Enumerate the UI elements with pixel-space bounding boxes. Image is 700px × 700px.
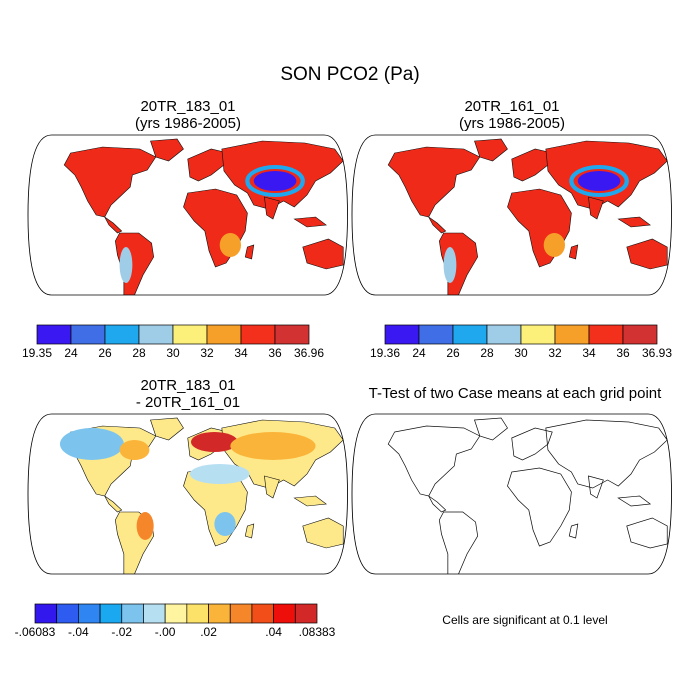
panel4-map (351, 413, 672, 575)
colorbar2-tick-label: 34 (582, 346, 596, 360)
colorbar1-tick-label: 36 (268, 346, 282, 360)
colorbar2-swatch (588, 324, 624, 345)
panel3-title-line2: - 20TR_161_01 (135, 394, 241, 411)
colorbar3-swatch (121, 603, 144, 624)
panel3-map (27, 413, 348, 575)
colorbar3-swatch (164, 603, 188, 624)
panel2-map (351, 134, 672, 296)
colorbar1-tick-label: 30 (166, 346, 180, 360)
colorbar3-swatch (143, 603, 166, 624)
colorbar3-tick-label: -.04 (68, 625, 89, 639)
colorbar3-swatch (78, 603, 101, 624)
colorbar2-tick-label: 24 (412, 346, 426, 360)
colorbar3-tick-label: -.00 (155, 625, 176, 639)
colorbar-panel3: -.06083 -.04 -.02 -.00 .02 .04 .08383 (15, 603, 336, 639)
colorbar3-swatch (273, 603, 296, 624)
colorbar1-tick-label: 32 (200, 346, 214, 360)
panel3-title-line1: 20TR_183_01 (140, 377, 236, 394)
colorbar1-tick-label: 19.35 (22, 346, 52, 360)
colorbar3-swatch (208, 603, 231, 624)
colorbar2-swatch (622, 324, 658, 345)
colorbar2-swatch (418, 324, 454, 345)
colorbar3-tick-label: .02 (200, 625, 217, 639)
colorbar1-tick-label: 36.96 (294, 346, 324, 360)
colorbar3-tick-label: .04 (265, 625, 282, 639)
colorbar2-swatch (486, 324, 522, 345)
colorbar3-swatch (186, 603, 209, 624)
colorbar1-swatch (70, 324, 106, 345)
colorbar3-swatch (34, 603, 58, 624)
colorbar2-tick-label: 28 (480, 346, 494, 360)
colorbar1-swatch (138, 324, 174, 345)
colorbar1-swatch (172, 324, 208, 345)
colorbar1-swatch (240, 324, 276, 345)
panel3-title: 20TR_183_01 - 20TR_161_01 (28, 377, 348, 411)
colorbar2-swatch (554, 324, 590, 345)
colorbar3-tick-label: -.02 (111, 625, 132, 639)
colorbar1-swatch (274, 324, 310, 345)
colorbar1-tick-label: 34 (234, 346, 248, 360)
colorbar1-swatch (36, 324, 72, 345)
colorbar2-tick-label: 19.36 (370, 346, 400, 360)
panel2-title-line1: 20TR_161_01 (464, 98, 560, 115)
colorbar2-swatch (520, 324, 556, 345)
colorbar3-swatch (56, 603, 79, 624)
colorbar2-tick-label: 30 (514, 346, 528, 360)
panel1-map (27, 134, 348, 296)
colorbar3-swatch (99, 603, 123, 624)
colorbar3-tick-label: -.06083 (15, 625, 56, 639)
panel2-title: 20TR_161_01 (yrs 1986-2005) (352, 98, 672, 132)
colorbar3-swatch (229, 603, 253, 624)
colorbar1-tick-label: 24 (64, 346, 78, 360)
colorbar1-tick-label: 28 (132, 346, 146, 360)
colorbar2-tick-label: 26 (446, 346, 460, 360)
panel4-title-line1: T-Test of two Case means at each grid po… (368, 385, 662, 402)
panel1-title: 20TR_183_01 (yrs 1986-2005) (28, 98, 348, 132)
colorbar2-swatch (384, 324, 420, 345)
colorbar3-swatch (294, 603, 318, 624)
colorbar2-tick-label: 32 (548, 346, 562, 360)
figure-title: SON PCO2 (Pa) (280, 64, 420, 85)
colorbar-panel1: 19.35 24 26 28 30 32 34 36 36.96 (22, 324, 324, 360)
panel2-title-line2: (yrs 1986-2005) (459, 115, 565, 132)
colorbar1-swatch (206, 324, 242, 345)
colorbar-panel2: 19.36 24 26 28 30 32 34 36 36.93 (370, 324, 672, 360)
colorbar2-swatch (452, 324, 488, 345)
panel1-title-line2: (yrs 1986-2005) (135, 115, 241, 132)
significance-note: Cells are significant at 0.1 level (442, 613, 608, 627)
colorbar3-tick-label: .08383 (299, 625, 336, 639)
panel1-title-line1: 20TR_183_01 (140, 98, 236, 115)
colorbar2-tick-label: 36 (616, 346, 630, 360)
colorbar1-swatch (104, 324, 140, 345)
colorbar2-tick-label: 36.93 (642, 346, 672, 360)
colorbar1-tick-label: 26 (98, 346, 112, 360)
panel4-title: T-Test of two Case means at each grid po… (340, 385, 690, 402)
colorbar3-swatch (251, 603, 274, 624)
